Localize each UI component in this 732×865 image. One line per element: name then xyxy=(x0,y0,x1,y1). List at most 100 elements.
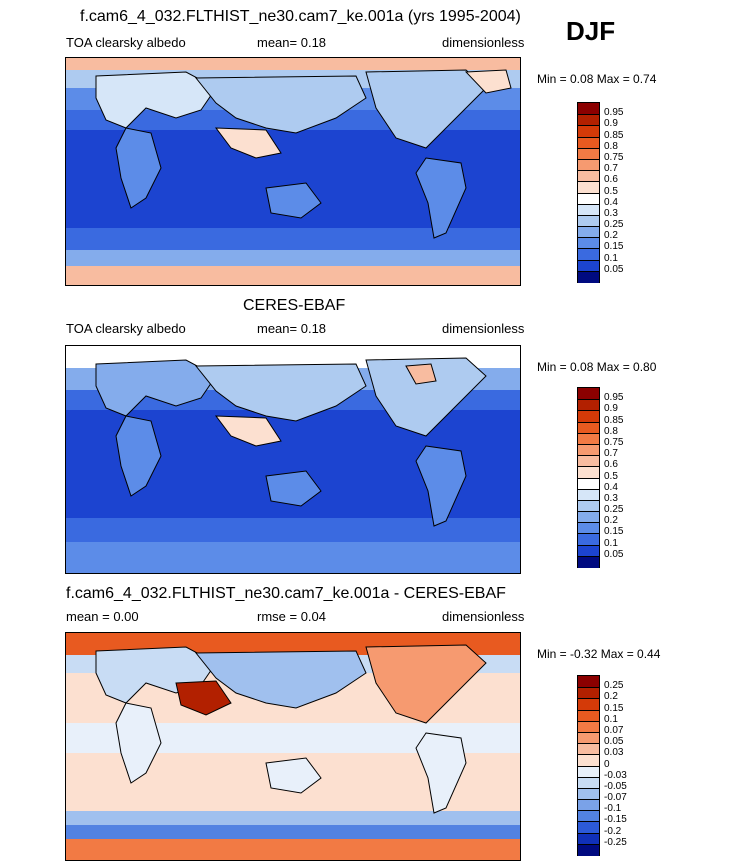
colorbar-tick-label: 0.7 xyxy=(604,448,618,460)
colorbar-tick-label: 0 xyxy=(604,758,610,770)
panel3-rmse-label: rmse = 0.04 xyxy=(257,609,327,624)
colorbar-swatch xyxy=(578,421,599,434)
panel1-mean-label: mean= 0.18 xyxy=(257,35,327,50)
colorbar-swatch xyxy=(578,136,599,149)
panel2-mean-label: mean= 0.18 xyxy=(257,321,327,336)
panel1-variable-label: TOA clearsky albedo xyxy=(66,35,186,50)
colorbar-tick-label: 0.1 xyxy=(604,713,618,725)
colorbar-swatch xyxy=(578,522,599,535)
colorbar-tick-label: 0.15 xyxy=(604,702,624,714)
panel2-minmax: Min = 0.08 Max = 0.80 xyxy=(537,360,657,374)
colorbar-swatch xyxy=(578,466,599,479)
colorbar-tick-label: 0.05 xyxy=(604,548,624,560)
colorbar-tick-label: 0.25 xyxy=(604,219,624,231)
colorbar-tick-label: 0.85 xyxy=(604,414,624,426)
colorbar-tick-label: 0.85 xyxy=(604,129,624,141)
colorbar-swatch xyxy=(578,158,599,172)
colorbar-swatch xyxy=(578,743,599,756)
colorbar-tick-label: 0.9 xyxy=(604,118,618,130)
colorbar-swatch xyxy=(578,103,599,115)
colorbar-swatch xyxy=(578,731,599,745)
colorbar-tick-label: 0.25 xyxy=(604,680,624,692)
colorbar-tick-label: 0.05 xyxy=(604,736,624,748)
colorbar-swatch xyxy=(578,125,599,138)
colorbar-swatch xyxy=(578,432,599,445)
colorbar-swatch xyxy=(578,181,599,194)
colorbar-swatch xyxy=(578,821,599,834)
panel2-title: CERES-EBAF xyxy=(243,297,346,314)
colorbar-swatch xyxy=(578,410,599,423)
colorbar-swatch xyxy=(578,720,599,733)
colorbar-tick-label: 0.4 xyxy=(604,196,618,208)
panel3-minmax: Min = -0.32 Max = 0.44 xyxy=(537,647,661,661)
colorbar-swatch xyxy=(578,687,599,700)
colorbar-swatch xyxy=(578,488,599,501)
colorbar-tick-label: 0.1 xyxy=(604,252,618,264)
colorbar-swatch xyxy=(578,765,599,778)
colorbar-swatch xyxy=(578,511,599,524)
colorbar-swatch xyxy=(578,270,599,283)
colorbar-swatch xyxy=(578,237,599,250)
colorbar-tick-label: 0.5 xyxy=(604,470,618,482)
colorbar-tick-label: 0.15 xyxy=(604,241,624,253)
colorbar-tick-label: -0.25 xyxy=(604,836,627,848)
panel2-colorbar xyxy=(577,387,600,568)
colorbar-swatch xyxy=(578,170,599,183)
colorbar-swatch xyxy=(578,214,599,228)
colorbar-swatch xyxy=(578,676,599,688)
colorbar-swatch xyxy=(578,754,599,767)
panel1-title: f.cam6_4_032.FLTHIST_ne30.cam7_ke.001a (… xyxy=(80,8,521,25)
colorbar-tick-label: 0.2 xyxy=(604,515,618,527)
colorbar-tick-label: 0.8 xyxy=(604,140,618,152)
panel1-colorbar xyxy=(577,102,600,283)
colorbar-tick-label: 0.6 xyxy=(604,459,618,471)
colorbar-swatch xyxy=(578,843,599,856)
panel2-map xyxy=(65,345,521,574)
panel1-minmax: Min = 0.08 Max = 0.74 xyxy=(537,72,657,86)
colorbar-swatch xyxy=(578,709,599,722)
colorbar-swatch xyxy=(578,226,599,239)
colorbar-tick-label: 0.6 xyxy=(604,174,618,186)
colorbar-tick-label: -0.1 xyxy=(604,803,622,815)
panel3-mean-label: mean = 0.00 xyxy=(66,609,139,624)
colorbar-tick-label: 0.95 xyxy=(604,107,624,119)
colorbar-swatch xyxy=(578,477,599,490)
colorbar-tick-label: 0.1 xyxy=(604,537,618,549)
panel3-map xyxy=(65,632,521,861)
colorbar-swatch xyxy=(578,776,599,789)
colorbar-tick-label: 0.9 xyxy=(604,403,618,415)
colorbar-tick-label: 0.4 xyxy=(604,481,618,493)
colorbar-tick-label: 0.75 xyxy=(604,151,624,163)
panel2-variable-label: TOA clearsky albedo xyxy=(66,321,186,336)
panel1-units-label: dimensionless xyxy=(442,35,525,50)
colorbar-swatch xyxy=(578,248,599,261)
colorbar-swatch xyxy=(578,259,599,272)
colorbar-swatch xyxy=(578,832,599,845)
colorbar-swatch xyxy=(578,698,599,711)
colorbar-tick-label: 0.5 xyxy=(604,185,618,197)
colorbar-swatch xyxy=(578,555,599,568)
colorbar-tick-label: -0.15 xyxy=(604,814,627,826)
panel1-map xyxy=(65,57,521,286)
colorbar-swatch xyxy=(578,810,599,823)
colorbar-tick-label: 0.25 xyxy=(604,504,624,516)
colorbar-swatch xyxy=(578,388,599,400)
colorbar-swatch xyxy=(578,203,599,216)
colorbar-tick-label: -0.03 xyxy=(604,769,627,781)
colorbar-tick-label: 0.2 xyxy=(604,230,618,242)
colorbar-tick-label: 0.2 xyxy=(604,691,618,703)
colorbar-tick-label: 0.03 xyxy=(604,747,624,759)
colorbar-tick-label: 0.3 xyxy=(604,492,618,504)
colorbar-swatch xyxy=(578,455,599,468)
colorbar-tick-label: -0.07 xyxy=(604,792,627,804)
colorbar-swatch xyxy=(578,787,599,801)
colorbar-swatch xyxy=(578,443,599,457)
colorbar-swatch xyxy=(578,399,599,412)
colorbar-tick-label: 0.15 xyxy=(604,526,624,538)
colorbar-tick-label: 0.07 xyxy=(604,724,624,736)
colorbar-swatch xyxy=(578,147,599,160)
colorbar-swatch xyxy=(578,799,599,812)
panel3-units-label: dimensionless xyxy=(442,609,525,624)
colorbar-tick-label: 0.95 xyxy=(604,392,624,404)
colorbar-swatch xyxy=(578,544,599,557)
